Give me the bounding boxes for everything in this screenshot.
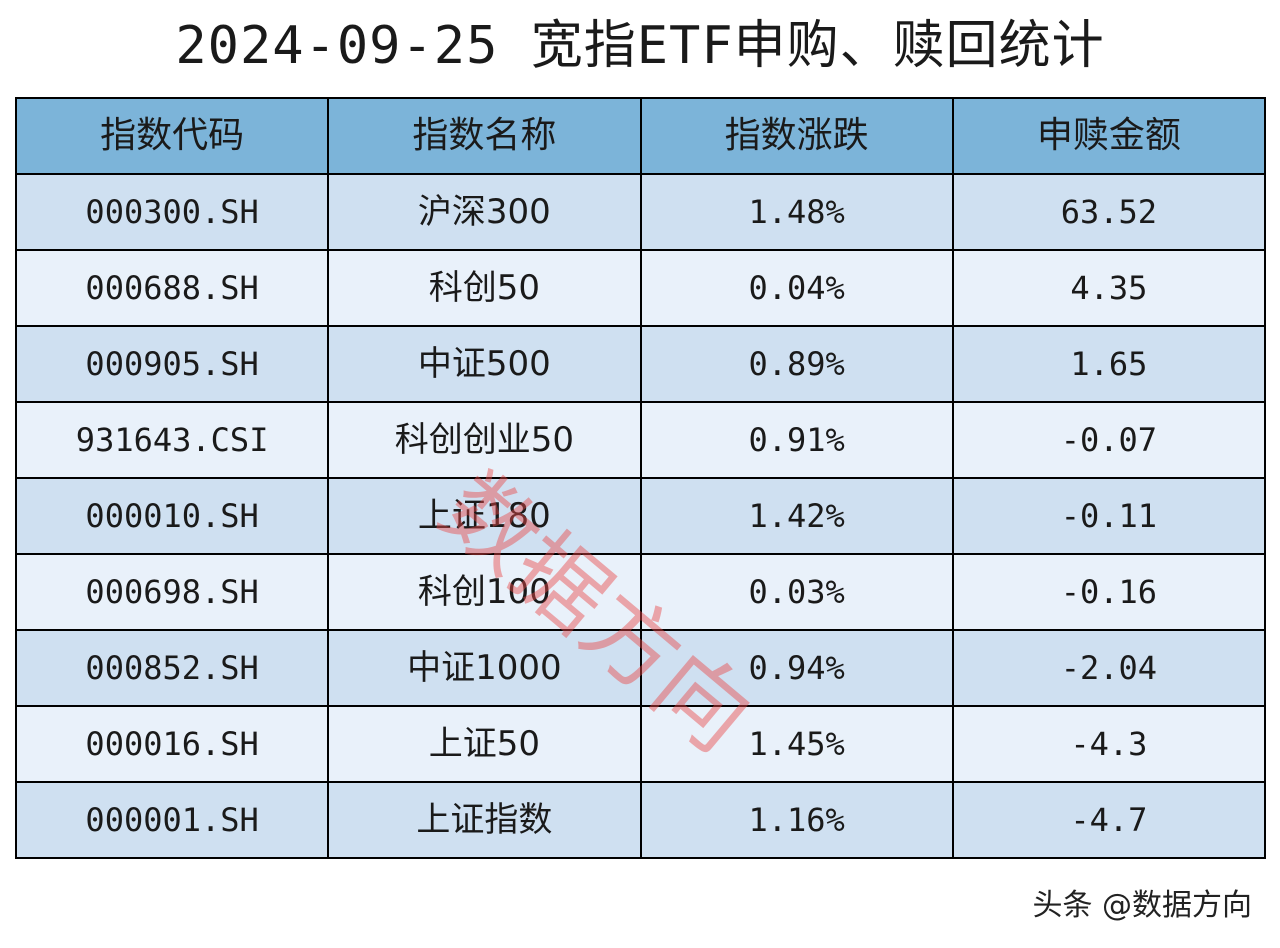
flow-amount-cell: 1.65 bbox=[951, 325, 1267, 403]
index-code-cell: 000001.SH bbox=[14, 781, 330, 859]
table-row: 000001.SH 上证指数 1.16% -4.7 bbox=[14, 781, 1267, 859]
index-change-cell: 1.48% bbox=[639, 173, 954, 251]
index-name-cell: 中证500 bbox=[327, 325, 642, 403]
flow-amount-cell: -0.16 bbox=[951, 553, 1267, 631]
table-row: 000852.SH 中证1000 0.94% -2.04 bbox=[14, 629, 1267, 707]
table-row: 000698.SH 科创100 0.03% -0.16 bbox=[14, 553, 1267, 631]
index-change-cell: 1.42% bbox=[639, 477, 954, 555]
table-header-row: 指数代码 指数名称 指数涨跌 申赎金额 bbox=[14, 97, 1267, 175]
index-change-cell: 0.04% bbox=[639, 249, 954, 327]
table-row: 931643.CSI 科创创业50 0.91% -0.07 bbox=[14, 401, 1267, 479]
flow-amount-cell: -4.3 bbox=[951, 705, 1267, 783]
flow-amount-cell: 4.35 bbox=[951, 249, 1267, 327]
index-code-cell: 000698.SH bbox=[14, 553, 330, 631]
footer-credit: 头条 @数据方向 bbox=[1032, 888, 1252, 923]
table-row: 000905.SH 中证500 0.89% 1.65 bbox=[14, 325, 1267, 403]
index-code-cell: 000905.SH bbox=[14, 325, 330, 403]
index-name-cell: 上证180 bbox=[327, 477, 642, 555]
flow-amount-cell: 63.52 bbox=[951, 173, 1267, 251]
flow-amount-cell: -4.7 bbox=[951, 781, 1267, 859]
index-name-cell: 中证1000 bbox=[327, 629, 642, 707]
index-change-cell: 1.45% bbox=[639, 705, 954, 783]
index-name-cell: 科创100 bbox=[327, 553, 642, 631]
etf-table: 指数代码 指数名称 指数涨跌 申赎金额 000300.SH 沪深300 1.48… bbox=[14, 97, 1267, 859]
column-header: 申赎金额 bbox=[951, 97, 1267, 175]
table-row: 000010.SH 上证180 1.42% -0.11 bbox=[14, 477, 1267, 555]
index-change-cell: 0.03% bbox=[639, 553, 954, 631]
index-change-cell: 0.94% bbox=[639, 629, 954, 707]
index-change-cell: 1.16% bbox=[639, 781, 954, 859]
index-change-cell: 0.91% bbox=[639, 401, 954, 479]
index-code-cell: 000010.SH bbox=[14, 477, 330, 555]
index-name-cell: 上证指数 bbox=[327, 781, 642, 859]
index-code-cell: 931643.CSI bbox=[14, 401, 330, 479]
index-name-cell: 科创50 bbox=[327, 249, 642, 327]
flow-amount-cell: -2.04 bbox=[951, 629, 1267, 707]
column-header: 指数代码 bbox=[14, 97, 330, 175]
page-title: 2024-09-25 宽指ETF申购、赎回统计 bbox=[175, 16, 1105, 76]
column-header: 指数名称 bbox=[327, 97, 642, 175]
flow-amount-cell: -0.11 bbox=[951, 477, 1267, 555]
index-code-cell: 000016.SH bbox=[14, 705, 330, 783]
index-name-cell: 科创创业50 bbox=[327, 401, 642, 479]
flow-amount-cell: -0.07 bbox=[951, 401, 1267, 479]
table-row: 000688.SH 科创50 0.04% 4.35 bbox=[14, 249, 1267, 327]
column-header: 指数涨跌 bbox=[639, 97, 954, 175]
index-change-cell: 0.89% bbox=[639, 325, 954, 403]
index-code-cell: 000852.SH bbox=[14, 629, 330, 707]
index-code-cell: 000300.SH bbox=[14, 173, 330, 251]
index-name-cell: 上证50 bbox=[327, 705, 642, 783]
index-code-cell: 000688.SH bbox=[14, 249, 330, 327]
table-row: 000016.SH 上证50 1.45% -4.3 bbox=[14, 705, 1267, 783]
index-name-cell: 沪深300 bbox=[327, 173, 642, 251]
table-row: 000300.SH 沪深300 1.48% 63.52 bbox=[14, 173, 1267, 251]
